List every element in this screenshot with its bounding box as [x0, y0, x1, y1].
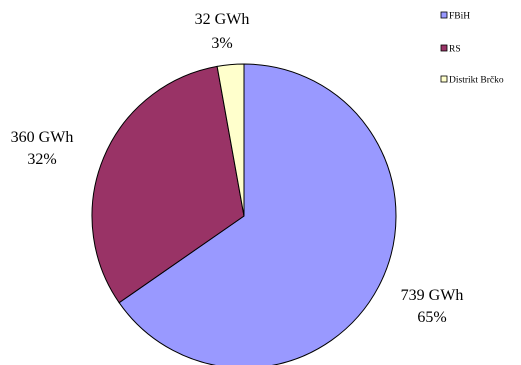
pie-slice-rs: [91, 65, 245, 304]
legend-swatch: [440, 11, 448, 19]
slice-value-label: 32 GWh: [195, 11, 250, 28]
slice-percent-label: 65%: [417, 309, 446, 326]
legend-label: FBiH: [449, 12, 470, 22]
slice-percent-label: 3%: [211, 35, 232, 52]
slice-value-label: 360 GWh: [11, 129, 74, 146]
legend-item-rs: RS: [440, 44, 461, 55]
pie-labels: 739 GWh 65% 360 GWh 32% 32 GWh 3%: [11, 11, 464, 326]
legend: FBiH RS Distrikt Brčko: [440, 11, 504, 86]
slice-percent-label: 32%: [27, 151, 56, 168]
legend-label: Distrikt Brčko: [449, 76, 504, 86]
pie-slice-fbih: [118, 63, 397, 365]
legend-item-distrikt-brčko: Distrikt Brčko: [440, 75, 504, 86]
legend-swatch: [440, 75, 448, 83]
slice-value-label: 739 GWh: [401, 287, 464, 304]
legend-item-fbih: FBiH: [440, 11, 470, 22]
pie-slices: [91, 63, 397, 365]
legend-swatch: [440, 44, 448, 52]
legend-label: RS: [449, 45, 461, 55]
pie-slice-distrikt-brčko: [216, 63, 245, 217]
